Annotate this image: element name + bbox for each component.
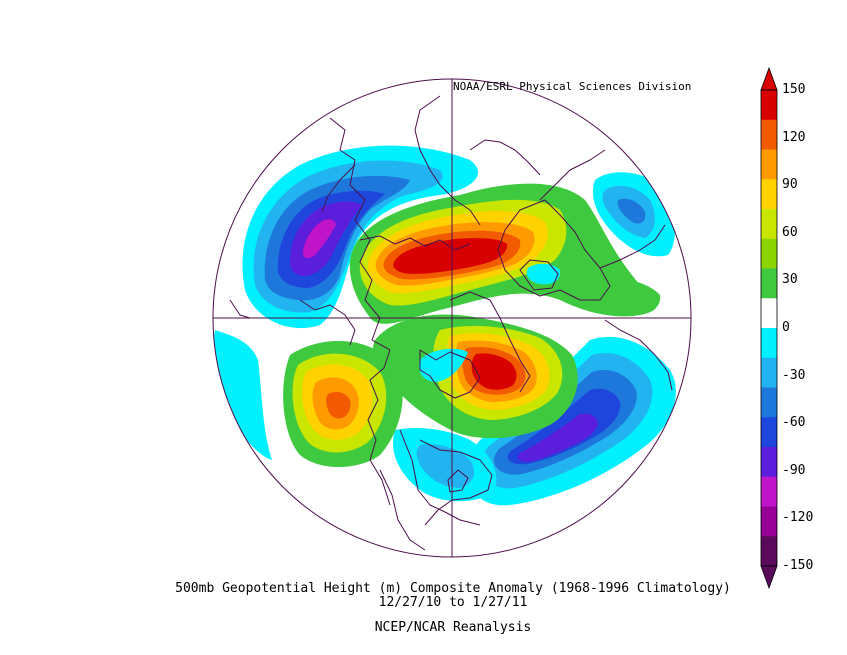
colorbar-segment: [761, 90, 777, 121]
colorbar-tick-label: -120: [782, 510, 814, 526]
colorbar-max-arrow: [760, 66, 778, 91]
title-line1: 500mb Geopotential Height (m) Composite …: [175, 581, 731, 596]
colorbar-segment: [761, 328, 777, 359]
colorbar-segment: [761, 357, 777, 388]
title-line2: 12/27/10 to 1/27/11: [378, 595, 528, 610]
anomaly-field: [213, 145, 676, 506]
colorbar-tick-label: -60: [782, 415, 806, 431]
colorbar-segment: [761, 417, 777, 448]
positive-anomaly-arctic: [372, 314, 578, 439]
colorbar-segment: [761, 536, 777, 567]
colorbar-segment: [761, 447, 777, 478]
map-boundary-circle: [212, 78, 692, 558]
colorbar-segment: [761, 119, 777, 150]
colorbar-segment: [761, 238, 777, 269]
title-line3: NCEP/NCAR Reanalysis: [374, 620, 532, 635]
colorbar-tick-label: 0: [782, 320, 790, 335]
colorbar-segment: [761, 268, 777, 299]
colorbar-tick-label: -150: [782, 558, 814, 573]
colorbar-segment: [761, 506, 777, 537]
colorbar: [760, 66, 778, 590]
colorbar-segment: [761, 179, 777, 210]
colorbar-frame: [760, 89, 778, 567]
positive-anomaly-pacific: [292, 353, 387, 453]
colorbar-tick-label: 90: [782, 177, 798, 193]
colorbar-tick-label: -30: [782, 367, 806, 383]
colorbar-tick-label: -90: [782, 462, 806, 478]
colorbar-tick-label: 60: [782, 224, 798, 240]
colorbar-segment: [761, 298, 777, 329]
negative-anomaly-pacific: [242, 145, 479, 329]
colorbar-segment: [761, 387, 777, 418]
colorbar-tick-label: 30: [782, 272, 798, 288]
colorbar-tick-label: 120: [782, 129, 806, 145]
negative-anomaly-atlantic: [467, 336, 676, 506]
coastlines: [229, 95, 673, 551]
colorbar-segment: [761, 149, 777, 180]
colorbar-segment: [761, 476, 777, 507]
credit-label: NOAA/ESRL Physical Sciences Division: [453, 80, 692, 93]
colorbar-segment: [761, 209, 777, 240]
colorbar-tick-label: 150: [782, 82, 806, 97]
